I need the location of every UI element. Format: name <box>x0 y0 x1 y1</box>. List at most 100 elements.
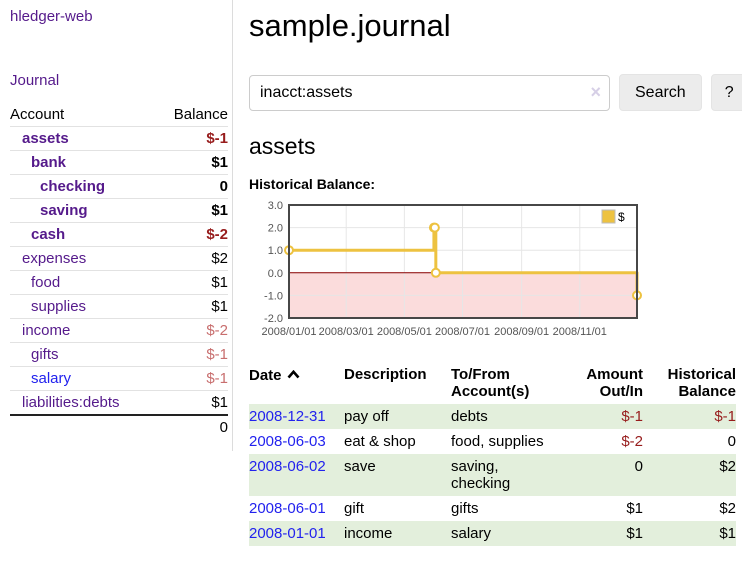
register-balance-cell: 0 <box>727 433 736 450</box>
register-accounts-cell: saving, checking <box>451 458 511 492</box>
transaction-date-link[interactable]: 2008-06-02 <box>249 458 326 475</box>
transaction-date-link[interactable]: 2008-01-01 <box>249 525 326 542</box>
account-balance: $1 <box>155 198 228 223</box>
register-table: Date Description To/From Account(s) Amou… <box>249 362 736 546</box>
svg-text:2008/03/01: 2008/03/01 <box>319 326 374 338</box>
svg-text:$: $ <box>618 210 625 224</box>
account-link[interactable]: food <box>31 274 61 291</box>
register-description-cell: gift <box>344 500 365 517</box>
account-row: gifts $-1 <box>10 342 228 367</box>
account-link[interactable]: liabilities:debts <box>22 394 120 411</box>
register-row: 2008-06-03 eat & shop food, supplies $-2 0 <box>249 429 736 454</box>
account-link[interactable]: saving <box>40 202 88 219</box>
register-amount-cell: $1 <box>626 500 643 517</box>
account-row: checking 0 <box>10 174 228 199</box>
register-amount-cell: $1 <box>626 525 643 542</box>
transaction-date-link[interactable]: 2008-06-03 <box>249 433 326 450</box>
register-row: 2008-06-02 save saving, checking 0 $2 <box>249 454 736 496</box>
svg-text:2008/07/01: 2008/07/01 <box>435 326 490 338</box>
register-description-cell: save <box>344 458 376 475</box>
register-header-accounts: To/From Account(s) <box>451 366 530 400</box>
svg-text:2008/05/01: 2008/05/01 <box>377 326 432 338</box>
account-balance: $1 <box>155 150 228 175</box>
account-name-cell: gifts <box>10 342 156 367</box>
account-link[interactable]: gifts <box>31 346 59 363</box>
register-header-balance: Historical Balance <box>667 366 736 400</box>
account-row: salary $-1 <box>10 366 228 391</box>
register-balance-cell: $1 <box>719 525 736 542</box>
account-balance: $1 <box>155 294 228 319</box>
account-name-cell: expenses <box>10 246 156 271</box>
account-link[interactable]: expenses <box>22 250 87 267</box>
page-title: sample.journal <box>249 8 451 43</box>
svg-text:0.0: 0.0 <box>268 268 283 280</box>
account-name-cell: supplies <box>10 294 156 319</box>
register-date-cell: 2008-12-31 <box>249 404 344 429</box>
account-balance: $2 <box>155 246 228 271</box>
transaction-date-link[interactable]: 2008-12-31 <box>249 408 326 425</box>
register-date-cell: 2008-06-02 <box>249 454 344 496</box>
register-header-date-label: Date <box>249 367 282 384</box>
register-date-cell: 2008-06-01 <box>249 496 344 521</box>
account-row: saving $1 <box>10 198 228 223</box>
register-balance-cell: $-1 <box>714 408 736 425</box>
app-window: hledger-web Journal Account Balance asse… <box>10 0 742 546</box>
register-description-cell: pay off <box>344 408 389 425</box>
account-row: bank $1 <box>10 150 228 175</box>
account-balance: 0 <box>155 174 228 199</box>
svg-text:3.0: 3.0 <box>268 200 283 212</box>
register-accounts-cell: salary <box>451 525 492 542</box>
account-name-cell: cash <box>10 222 156 247</box>
register-header-description: Description <box>344 366 427 383</box>
account-name-cell: food <box>10 270 156 295</box>
svg-text:-1.0: -1.0 <box>264 290 283 302</box>
svg-text:-2.0: -2.0 <box>264 313 283 325</box>
accounts-total-value: 0 <box>155 414 228 439</box>
help-button[interactable]: ? <box>710 74 742 111</box>
account-balance: $-1 <box>155 342 228 367</box>
register-row: 2008-01-01 income salary $1 $1 <box>249 521 736 546</box>
account-link[interactable]: cash <box>31 226 66 243</box>
app-title-link[interactable]: hledger-web <box>10 8 93 25</box>
transaction-date-link[interactable]: 2008-06-01 <box>249 500 326 517</box>
accounts-total-spacer <box>10 414 156 439</box>
search-button[interactable]: Search <box>619 74 702 111</box>
account-name-cell: assets <box>10 126 156 151</box>
register-balance-cell: $2 <box>719 500 736 517</box>
accounts-total-row: 0 <box>10 414 228 439</box>
clear-search-icon[interactable]: × <box>590 81 601 102</box>
account-link[interactable]: salary <box>31 370 72 387</box>
register-header-date[interactable]: Date <box>249 362 344 404</box>
account-link[interactable]: income <box>22 322 71 339</box>
account-link[interactable]: checking <box>40 178 106 195</box>
account-balance: $-1 <box>155 126 228 151</box>
register-row: 2008-12-31 pay off debts $-1 $-1 <box>249 404 736 429</box>
register-header-amount: Amount Out/In <box>586 366 643 400</box>
account-name-cell: salary <box>10 366 156 391</box>
register-amount-cell: 0 <box>634 458 643 475</box>
account-link[interactable]: assets <box>22 130 69 147</box>
accounts-header-balance: Balance <box>155 103 228 127</box>
account-name-cell: bank <box>10 150 156 175</box>
register-description-cell: eat & shop <box>344 433 416 450</box>
register-amount-cell: $-1 <box>621 408 643 425</box>
accounts-table: Account Balance assets $-1 bank $1 checking 0… <box>10 103 228 439</box>
account-balance: $-2 <box>155 222 228 247</box>
account-name-cell: checking <box>10 174 156 199</box>
journal-link[interactable]: Journal <box>10 72 60 89</box>
svg-text:2008/01/01: 2008/01/01 <box>261 326 316 338</box>
svg-text:2008/09/01: 2008/09/01 <box>494 326 549 338</box>
register-header-row: Date Description To/From Account(s) Amou… <box>249 362 736 404</box>
account-row: cash $-2 <box>10 222 228 247</box>
register-balance-cell: $2 <box>719 458 736 475</box>
account-balance: $-1 <box>155 366 228 391</box>
account-heading: assets <box>249 133 316 159</box>
main-content: sample.journal × Search ? assets Histori… <box>233 0 742 546</box>
register-description-cell: income <box>344 525 393 542</box>
account-link[interactable]: bank <box>31 154 67 171</box>
register-amount-cell: $-2 <box>621 433 643 450</box>
search-input[interactable] <box>249 74 610 111</box>
svg-text:2008/11/01: 2008/11/01 <box>553 326 607 338</box>
account-row: liabilities:debts $1 <box>10 390 228 416</box>
account-link[interactable]: supplies <box>31 298 87 315</box>
